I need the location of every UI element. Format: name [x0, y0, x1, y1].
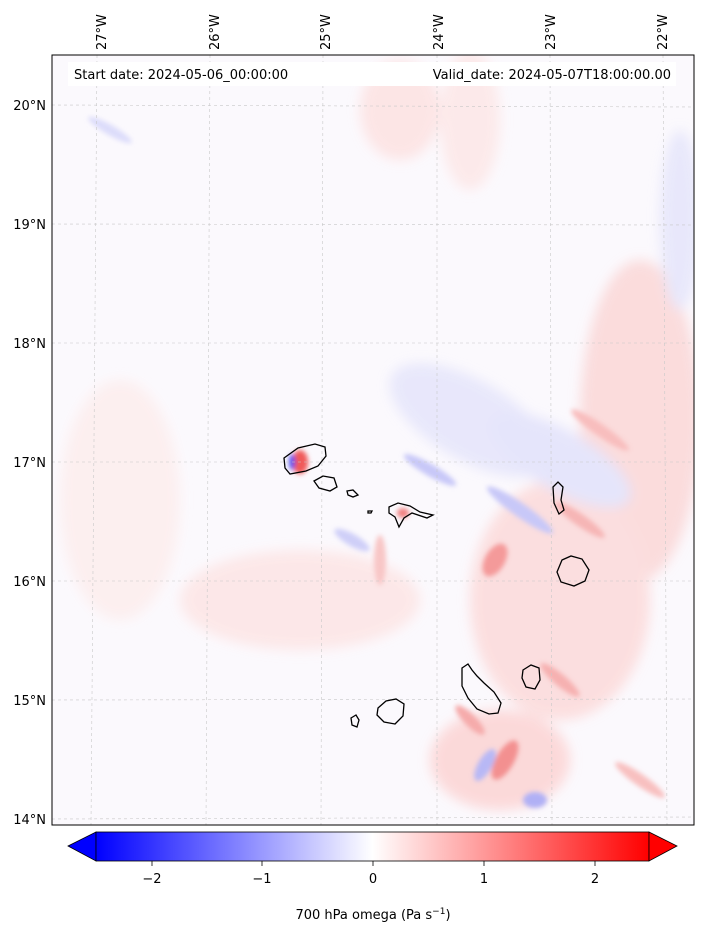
lon-label-26w: 26°W — [208, 14, 223, 50]
lat-label-16n: 16°N — [13, 575, 46, 590]
colorbar-label: 700 hPa omega (Pa s−1) — [295, 907, 450, 923]
colorbar-label-close: ) — [445, 908, 450, 923]
colorbar: −2 −1 0 1 2 700 hPa omega (Pa s−1) — [67, 831, 678, 923]
gridlines — [52, 55, 694, 825]
header-box — [68, 62, 676, 86]
island-branco — [367, 510, 374, 514]
island-sao-nicolau — [388, 502, 435, 529]
colorbar-tick-neg1: −1 — [252, 872, 271, 887]
island-fogo — [376, 698, 405, 725]
lat-label-14n: 14°N — [13, 813, 46, 828]
coastlines — [283, 443, 590, 728]
lat-label-17n: 17°N — [13, 456, 46, 471]
colorbar-tick-neg2: −2 — [142, 872, 161, 887]
island-santo-antao — [283, 443, 327, 475]
longitude-labels: 27°W 26°W 25°W 24°W 23°W 22°W — [95, 14, 671, 50]
colorbar-max-arrow — [648, 831, 678, 862]
latitude-labels: 20°N 19°N 18°N 17°N 16°N 15°N 14°N — [13, 99, 46, 828]
lon-label-25w: 25°W — [319, 14, 334, 50]
colorbar-label-text: 700 hPa omega (Pa s — [295, 908, 432, 923]
colorbar-tick-2: 2 — [591, 872, 599, 887]
island-maio — [521, 664, 541, 690]
island-brava — [350, 714, 360, 728]
island-sal — [552, 481, 565, 516]
lon-label-22w: 22°W — [656, 14, 671, 50]
colorbar-tick-0: 0 — [369, 872, 377, 887]
colorbar-min-arrow — [67, 831, 97, 862]
lat-label-19n: 19°N — [13, 218, 46, 233]
island-santiago — [461, 663, 502, 715]
lat-label-18n: 18°N — [13, 337, 46, 352]
island-boa-vista — [556, 555, 590, 587]
omega-field — [60, 55, 694, 810]
island-santa-luzia — [346, 489, 360, 498]
colorbar-label-sup: −1 — [432, 907, 445, 917]
lat-label-15n: 15°N — [13, 694, 46, 709]
lat-label-20n: 20°N — [13, 99, 46, 114]
colorbar-bar — [95, 831, 650, 862]
island-sao-vicente — [313, 475, 338, 492]
colorbar-tick-1: 1 — [480, 872, 488, 887]
valid-date: Valid_date: 2024-05-07T18:00:00.00 — [433, 68, 671, 83]
lon-label-23w: 23°W — [544, 14, 559, 50]
lon-label-24w: 24°W — [432, 14, 447, 50]
lon-label-27w: 27°W — [95, 14, 110, 50]
start-date: Start date: 2024-05-06_00:00:00 — [74, 68, 288, 83]
map-frame — [51, 54, 695, 826]
